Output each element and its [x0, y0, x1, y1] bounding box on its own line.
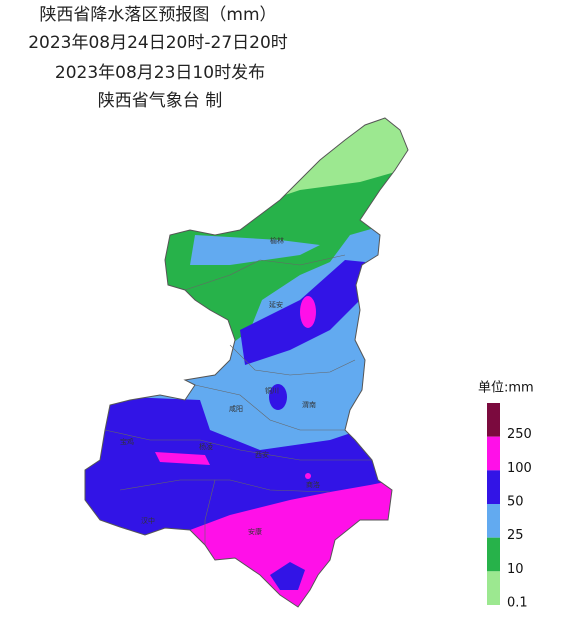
rain-map: [85, 118, 408, 607]
city-label: 宝鸡: [120, 437, 134, 446]
issued: 2023年08月23日10时发布: [55, 63, 265, 83]
city-label: 商洛: [306, 480, 320, 489]
city-label: 咸阳: [229, 404, 243, 413]
legend-label: 50: [507, 495, 524, 510]
legend-title: 单位:mm: [478, 381, 534, 396]
legend-label: 10: [507, 562, 524, 577]
legend-label: 0.1: [507, 596, 528, 611]
city-label: 安康: [248, 527, 262, 536]
legend-swatch: [487, 470, 500, 504]
city-label: 西安: [255, 450, 269, 459]
city-label: 延安: [269, 300, 283, 309]
city-label: 渭南: [302, 400, 316, 409]
city-borders: [104, 254, 372, 545]
city-label: 榆林: [270, 236, 284, 245]
city-label: 汉中: [141, 516, 155, 525]
legend-swatch: [487, 537, 500, 572]
issuer: 陕西省气象台 制: [98, 91, 222, 111]
legend-label: 250: [507, 427, 532, 442]
legend-swatch: [487, 571, 500, 605]
city-label: 铜川: [265, 386, 279, 395]
legend-swatch: [487, 436, 500, 471]
period: 2023年08月24日20时-27日20时: [28, 33, 288, 53]
title: 陕西省降水落区预报图（mm）: [39, 5, 276, 25]
legend-label: 100: [507, 461, 532, 476]
city-label: 杨凌: [199, 442, 213, 451]
legend-swatch: [487, 504, 500, 538]
legend-label: 25: [507, 528, 524, 543]
legend-swatch: [487, 403, 500, 437]
